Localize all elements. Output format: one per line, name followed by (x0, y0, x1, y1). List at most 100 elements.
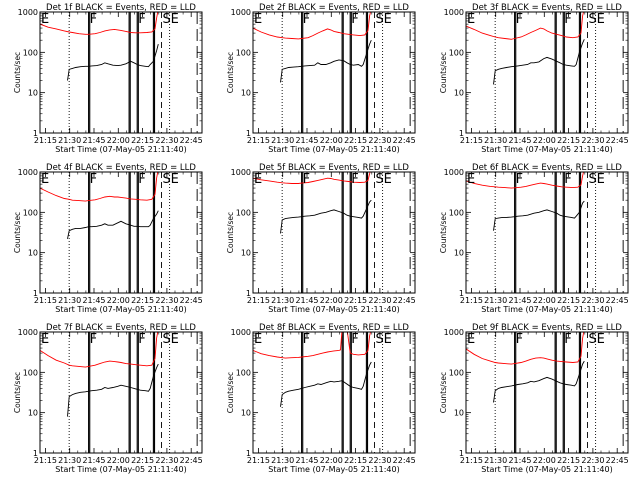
event-marker-f: F (564, 12, 571, 27)
x-tick-label: 22:15 (344, 456, 367, 465)
event-marker-f: F (516, 332, 523, 347)
x-tick-label: 21:45 (295, 296, 318, 305)
x-tick-label: 21:45 (82, 296, 105, 305)
plot-area (466, 332, 624, 453)
x-tick-label: 22:15 (131, 136, 154, 145)
event-marker-s: S (376, 332, 384, 347)
event-marker-s: S (163, 12, 171, 27)
event-marker-e: E (41, 12, 49, 27)
y-tick-label: 1 (33, 449, 38, 458)
x-tick-label: 22:00 (533, 136, 556, 145)
y-axis-label: Counts/sec (13, 372, 22, 413)
x-tick-label: 21:15 (460, 456, 483, 465)
series-lld-line (253, 332, 371, 359)
y-tick-label: 1 (246, 129, 251, 138)
x-axis-label: Start Time (07-May-05 21:11:40) (481, 145, 612, 154)
chart-panel-5: Det 5f BLACK = Events, RED = LLD 1 10 100 10… (226, 163, 416, 314)
x-tick-label: 22:30 (155, 296, 178, 305)
event-marker-e: E (384, 12, 392, 27)
x-tick-label: 22:00 (533, 456, 556, 465)
event-marker-e: E (384, 172, 392, 187)
plot-area (466, 12, 624, 133)
x-tick-label: 22:00 (320, 296, 343, 305)
x-tick-label: 22:45 (180, 456, 203, 465)
series-lld-line (40, 12, 159, 35)
y-tick-label: 10 (28, 249, 38, 258)
x-tick-label: 22:30 (155, 136, 178, 145)
plot-area (40, 172, 198, 293)
y-tick-label: 10 (241, 409, 251, 418)
series-lld-line (466, 12, 584, 40)
y-tick-label: 1000 (18, 328, 38, 337)
x-tick-label: 21:45 (82, 456, 105, 465)
y-axis-label: Counts/sec (439, 212, 448, 253)
event-marker-e: E (254, 172, 262, 187)
event-marker-s: S (376, 12, 384, 27)
plot-area (40, 12, 198, 133)
y-tick-label: 1000 (231, 168, 251, 177)
x-tick-label: 22:15 (344, 136, 367, 145)
event-marker-e: E (467, 12, 475, 27)
x-tick-label: 22:30 (581, 456, 604, 465)
plot-area (466, 172, 624, 293)
y-tick-label: 1000 (18, 8, 38, 17)
event-marker-f: F (90, 12, 97, 27)
x-tick-label: 21:15 (247, 296, 270, 305)
series-events-line (67, 363, 159, 417)
y-tick-label: 100 (23, 368, 38, 377)
chart-panel-9: Det 9f BLACK = Events, RED = LLD 1 10 100 10… (439, 323, 629, 474)
chart-panel-6: Det 6f BLACK = Events, RED = LLD 1 10 100 10… (439, 163, 629, 314)
chart-panel-1: Det 1f BLACK = Events, RED = LLD 1 10 100 10… (13, 3, 203, 154)
event-marker-f: F (90, 172, 97, 187)
x-tick-label: 21:45 (295, 456, 318, 465)
y-tick-label: 100 (23, 208, 38, 217)
chart-title: Det 1f BLACK = Events, RED = LLD (46, 3, 196, 13)
chart-panel-7: Det 7f BLACK = Events, RED = LLD 1 10 100 10… (13, 323, 203, 474)
axes-frame (39, 331, 203, 454)
x-tick-label: 22:15 (557, 456, 580, 465)
event-marker-s: S (376, 172, 384, 187)
x-axis-label: Start Time (07-May-05 21:11:40) (55, 145, 186, 154)
x-tick-label: 21:15 (460, 136, 483, 145)
y-tick-label: 1 (246, 289, 251, 298)
x-axis-label: Start Time (07-May-05 21:11:40) (481, 305, 612, 314)
event-marker-e: E (384, 332, 392, 347)
event-marker-s: S (163, 332, 171, 347)
x-tick-label: 22:30 (368, 456, 391, 465)
x-axis-label: Start Time (07-May-05 21:11:40) (268, 145, 399, 154)
y-axis-label: Counts/sec (13, 52, 22, 93)
y-tick-label: 10 (454, 409, 464, 418)
x-tick-label: 22:15 (131, 296, 154, 305)
x-tick-label: 21:30 (58, 456, 81, 465)
x-tick-label: 21:15 (460, 296, 483, 305)
y-axis-label: Counts/sec (439, 52, 448, 93)
series-events-line (280, 199, 372, 234)
x-tick-label: 22:30 (368, 136, 391, 145)
chart-panel-4: Det 4f BLACK = Events, RED = LLD 1 10 100 10… (13, 163, 203, 314)
x-tick-label: 22:45 (180, 296, 203, 305)
event-marker-e: E (41, 332, 49, 347)
x-tick-label: 21:30 (58, 136, 81, 145)
y-tick-label: 1000 (231, 328, 251, 337)
y-tick-label: 1000 (444, 328, 464, 337)
event-marker-f: F (351, 172, 358, 187)
y-axis-label: Counts/sec (226, 372, 235, 413)
x-tick-label: 21:15 (34, 136, 57, 145)
event-marker-f: F (138, 332, 145, 347)
x-tick-label: 21:30 (484, 456, 507, 465)
series-lld-line (40, 332, 159, 368)
y-axis-label: Counts/sec (439, 372, 448, 413)
x-tick-label: 21:15 (247, 456, 270, 465)
x-tick-label: 22:00 (320, 456, 343, 465)
x-tick-label: 22:00 (107, 456, 130, 465)
y-tick-label: 100 (23, 48, 38, 57)
event-marker-f: F (351, 332, 358, 347)
event-marker-f: F (303, 12, 310, 27)
axes-frame (252, 11, 416, 134)
event-marker-s: S (163, 172, 171, 187)
y-tick-label: 100 (236, 368, 251, 377)
y-tick-label: 1 (459, 449, 464, 458)
y-tick-label: 100 (236, 208, 251, 217)
y-tick-label: 100 (449, 48, 464, 57)
